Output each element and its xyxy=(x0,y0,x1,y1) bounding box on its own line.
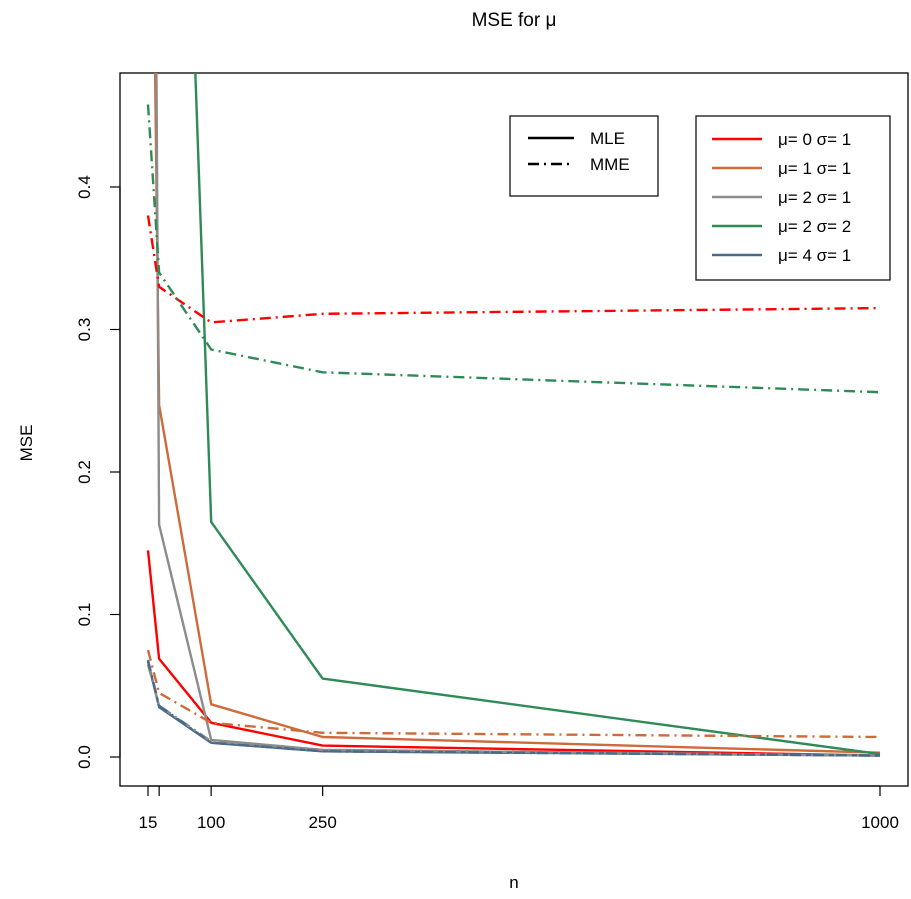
y-tick-label: 0.1 xyxy=(75,603,94,627)
series-line-mle-1 xyxy=(153,73,881,754)
x-axis-label: n xyxy=(509,873,518,892)
axes-layer: 15 100 250 1000 0.0 0.1 0.2 0.3 0.4 xyxy=(75,175,899,832)
y-tick-label: 0.2 xyxy=(75,460,94,484)
y-tick-label: 0.0 xyxy=(75,745,94,769)
series-line-mme-9 xyxy=(146,659,881,757)
estimator-legend-label-mle: MLE xyxy=(590,129,625,148)
estimator-legend-box xyxy=(509,115,659,197)
series-line-mle-0 xyxy=(146,550,881,757)
y-tick-label: 0.4 xyxy=(75,175,94,199)
series-legend-label-3: μ= 2 σ= 2 xyxy=(778,217,851,236)
series-line-mle-2 xyxy=(155,73,881,757)
legend-layer: MLE MME μ= 0 σ= 1 μ= 1 σ= 1 μ= 2 σ= 1 μ= 2 σ=… xyxy=(509,115,891,281)
y-axis-label: MSE xyxy=(17,425,36,462)
series-legend-label-0: μ= 0 σ= 1 xyxy=(778,130,851,149)
series-line-mme-5 xyxy=(146,215,881,324)
x-tick-label: 1000 xyxy=(861,813,899,832)
x-tick-label: 100 xyxy=(197,813,225,832)
series-line-mle-3 xyxy=(194,73,881,756)
series-layer xyxy=(146,73,881,757)
series-legend-label-4: μ= 4 σ= 1 xyxy=(778,246,851,265)
series-line-mme-8 xyxy=(146,104,881,394)
series-legend-label-2: μ= 2 σ= 1 xyxy=(778,188,851,207)
x-tick-label: 250 xyxy=(308,813,336,832)
x-tick-label: 15 xyxy=(139,813,158,832)
series-legend-label-1: μ= 1 σ= 1 xyxy=(778,159,851,178)
y-tick-label: 0.3 xyxy=(75,318,94,342)
estimator-legend-label-mme: MME xyxy=(590,155,630,174)
chart-title: MSE for μ xyxy=(472,10,557,31)
series-line-mme-6 xyxy=(146,649,881,739)
